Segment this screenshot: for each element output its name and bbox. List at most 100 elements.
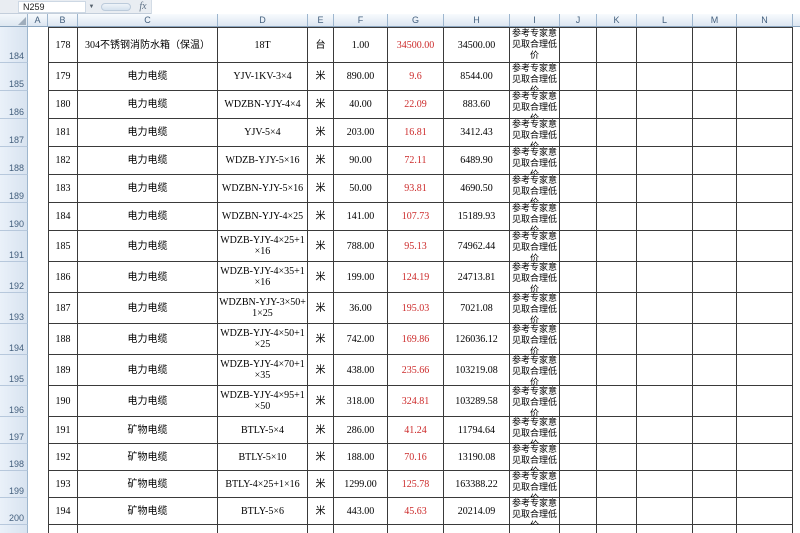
cell-empty[interactable] [637,498,693,525]
cell-model[interactable]: WDZBN-YJY-3×50+1×25 [218,293,308,324]
cell-total[interactable]: 13190.08 [444,444,510,471]
cell-empty-a[interactable] [28,324,48,355]
cell-name[interactable]: 矿物电缆 [78,471,218,498]
select-all-corner[interactable] [0,14,28,26]
cell-qty[interactable]: 286.00 [334,417,388,444]
cell-empty[interactable] [637,355,693,386]
cell-empty[interactable] [637,119,693,147]
cell-unit[interactable]: 米 [308,471,334,498]
cell-empty[interactable] [693,147,737,175]
cell-item-no[interactable] [48,525,78,533]
cell-empty-a[interactable] [28,498,48,525]
cell-model[interactable]: WDZBN-YJY-4×25 [218,203,308,231]
cell-empty[interactable] [597,324,637,355]
cell-empty-a[interactable] [28,417,48,444]
row-header[interactable]: 194 [0,324,28,355]
cell-empty-a[interactable] [28,203,48,231]
cell-empty[interactable] [737,525,793,533]
cell-item-no[interactable]: 190 [48,386,78,417]
column-header-d[interactable]: D [218,14,308,26]
cell-empty-a[interactable] [28,386,48,417]
column-header-j[interactable]: J [560,14,597,26]
cell-unit[interactable]: 米 [308,175,334,203]
cell-empty[interactable] [737,27,793,63]
cell-qty[interactable]: 742.00 [334,324,388,355]
cell-unit-price[interactable]: 22.09 [388,91,444,119]
cell-remark[interactable]: 参考专家意见取合理低价 [510,63,560,91]
cell-model[interactable]: WDZB-YJY-4×95+1×50 [218,386,308,417]
cell-item-no[interactable]: 189 [48,355,78,386]
cell-model[interactable]: WDZB-YJY-4×70+1×35 [218,355,308,386]
cell-item-no[interactable]: 185 [48,231,78,262]
column-header-i[interactable]: I [510,14,560,26]
cell-empty[interactable] [737,147,793,175]
cell-empty[interactable] [637,231,693,262]
cell-qty[interactable]: 36.00 [334,293,388,324]
cell-empty[interactable] [597,498,637,525]
cell-name[interactable]: 电力电缆 [78,63,218,91]
cell-name[interactable]: 电力电缆 [78,386,218,417]
cell-empty[interactable] [560,355,597,386]
formula-bar-input[interactable] [151,0,800,14]
cell-qty[interactable]: 890.00 [334,63,388,91]
cell-remark[interactable]: 参考专家意见取合理低价 [510,119,560,147]
cell-model[interactable]: BTLY-5×6 [218,498,308,525]
cell-empty[interactable] [560,498,597,525]
cell-name[interactable]: 电力电缆 [78,147,218,175]
row-header[interactable] [0,525,28,533]
cell-unit-price[interactable]: 169.86 [388,324,444,355]
cell-total[interactable]: 103219.08 [444,355,510,386]
cell-name[interactable]: 矿物电缆 [78,444,218,471]
cell-item-no[interactable]: 192 [48,444,78,471]
cell-qty[interactable]: 318.00 [334,386,388,417]
cell-qty[interactable]: 1.00 [334,27,388,63]
cell-total[interactable]: 20214.09 [444,498,510,525]
cell-model[interactable]: WDZB-YJY-5×16 [218,147,308,175]
cell-empty[interactable] [560,27,597,63]
cell-unit[interactable]: 米 [308,119,334,147]
cell-empty[interactable] [693,355,737,386]
cell-total[interactable]: 126036.12 [444,324,510,355]
cell-empty[interactable] [637,27,693,63]
cell-empty[interactable] [737,498,793,525]
cell-empty[interactable] [560,63,597,91]
cell-name[interactable] [78,525,218,533]
cell-empty[interactable] [637,525,693,533]
cell-remark[interactable]: 参考专家意见取合理低价 [510,293,560,324]
cell-empty[interactable] [560,91,597,119]
cell-empty[interactable] [637,324,693,355]
cell-empty-a[interactable] [28,119,48,147]
cell-remark[interactable]: 参考专家意见取合理低价 [510,175,560,203]
cell-unit-price[interactable]: 125.78 [388,471,444,498]
cell-empty[interactable] [637,91,693,119]
cell-qty[interactable]: 90.00 [334,147,388,175]
cell-empty[interactable] [737,386,793,417]
cell-qty[interactable]: 141.00 [334,203,388,231]
cell-empty[interactable] [560,471,597,498]
cell-total[interactable]: 11794.64 [444,417,510,444]
column-header-k[interactable]: K [597,14,637,26]
row-header[interactable]: 198 [0,444,28,471]
cell-total[interactable]: 8544.00 [444,63,510,91]
cell-empty[interactable] [637,147,693,175]
row-header[interactable]: 187 [0,119,28,147]
cell-qty[interactable]: 443.00 [334,498,388,525]
cell-empty[interactable] [637,471,693,498]
cell-item-no[interactable]: 188 [48,324,78,355]
row-header[interactable]: 193 [0,293,28,324]
cell-unit-price[interactable]: 124.19 [388,262,444,293]
cell-item-no[interactable]: 187 [48,293,78,324]
cell-name[interactable]: 矿物电缆 [78,417,218,444]
cell-total[interactable]: 4690.50 [444,175,510,203]
cell-remark[interactable]: 参考专家意见取合理低价 [510,147,560,175]
cell-unit[interactable]: 米 [308,91,334,119]
cell-model[interactable]: WDZBN-YJY-4×4 [218,91,308,119]
cell-remark[interactable] [510,525,560,533]
cell-empty[interactable] [560,525,597,533]
row-header[interactable]: 200 [0,498,28,525]
cell-empty[interactable] [737,91,793,119]
cell-remark[interactable]: 参考专家意见取合理低价 [510,386,560,417]
name-box[interactable] [18,0,86,13]
column-header-l[interactable]: L [637,14,693,26]
column-header-e[interactable]: E [308,14,334,26]
